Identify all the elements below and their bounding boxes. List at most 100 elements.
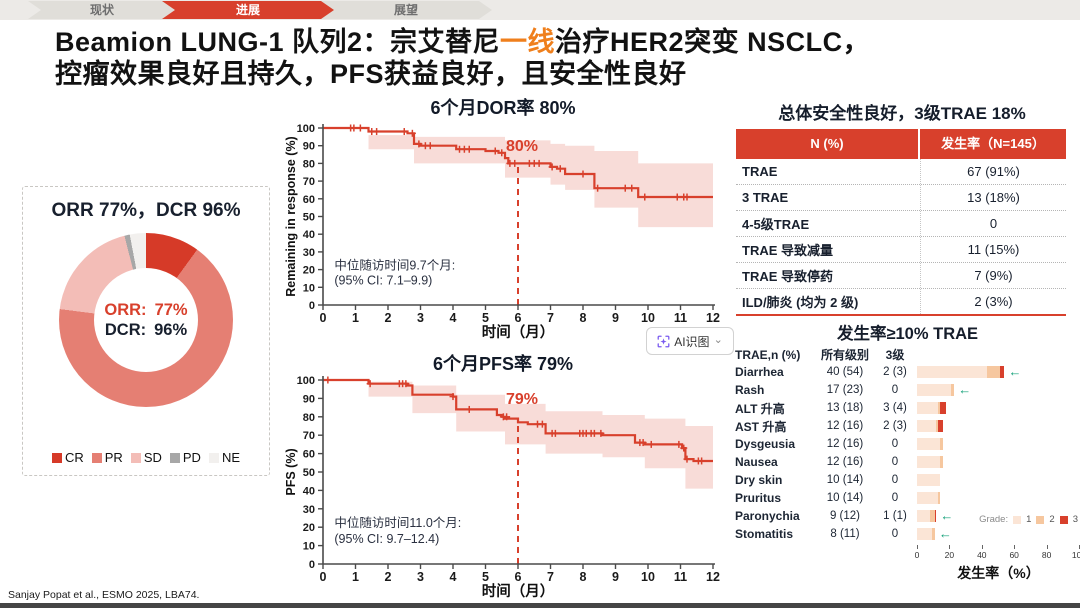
slide-title-line1: Beamion LUNG-1 队列2：宗艾替尼一线治疗HER2突变 NSCLC， xyxy=(55,26,870,58)
trae-allgrade-value: 40 (54) xyxy=(826,366,864,378)
svg-text:20: 20 xyxy=(303,522,315,534)
ai-recognize-button[interactable]: AI识图 ⌄ xyxy=(646,327,734,355)
svg-text:20: 20 xyxy=(303,265,315,277)
trae-name: ALT 升高 xyxy=(735,401,785,416)
svg-text:12: 12 xyxy=(706,570,720,584)
svg-text:9: 9 xyxy=(612,570,619,584)
safety-table-body: TRAE 67 (91%) 3 TRAE 13 (18%) 4-5级TRAE 0 TRAE … xyxy=(736,159,1066,314)
bar-segment-grade1 xyxy=(917,402,939,414)
svg-text:1: 1 xyxy=(352,311,359,325)
bar-segment-grade1 xyxy=(917,474,940,486)
trae-chart-title: 发生率≥10% TRAE xyxy=(836,325,979,343)
bar-segment-grade1 xyxy=(917,366,987,378)
svg-text:80: 80 xyxy=(303,412,315,424)
svg-text:4: 4 xyxy=(450,311,457,325)
grade-swatch xyxy=(1059,515,1068,524)
table-row: TRAE 导致减量 11 (15%) xyxy=(736,236,1066,262)
trae-name: Diarrhea xyxy=(735,365,784,379)
pfs-chart-title: 6个月PFS率 79% xyxy=(432,354,574,374)
orr-panel-title: ORR 77%，DCR 96% xyxy=(51,200,241,221)
bar-segment-grade2 xyxy=(939,438,943,450)
trae-name: Stomatitis xyxy=(735,527,794,541)
grade-legend: Grade: 1 2 3 xyxy=(979,514,1078,525)
table-row-value: 2 (3%) xyxy=(920,289,1066,314)
bar-segment-grade2 xyxy=(938,492,940,504)
svg-text:10: 10 xyxy=(303,541,315,553)
citation: Sanjay Popat et al., ESMO 2025, LBA74. xyxy=(8,589,200,601)
bar-segment-grade1 xyxy=(917,510,930,522)
table-row-value: 11 (15%) xyxy=(920,237,1066,262)
table-row-label: TRAE 导致停药 xyxy=(742,269,834,284)
safety-table-header: N (%) 发生率（N=145） xyxy=(736,129,1066,159)
bar-segment-grade2 xyxy=(929,510,935,522)
axis-tick xyxy=(1046,545,1048,549)
table-row: TRAE 导致停药 7 (9%) xyxy=(736,262,1066,288)
tab-outlook[interactable]: 展望 xyxy=(320,1,492,19)
legend-item-cr: CR xyxy=(51,450,84,465)
svg-text:11: 11 xyxy=(674,570,687,584)
trae-allgrade-value: 8 (11) xyxy=(830,528,860,540)
green-arrow-icon: ← xyxy=(938,526,952,541)
trae-row: ALT 升高 13 (18) 3 (4) xyxy=(735,399,1080,417)
table-row: 3 TRAE 13 (18%) xyxy=(736,184,1066,210)
trae-x-axis-label: 发生率（%） xyxy=(957,565,1040,581)
bar-segment-grade3 xyxy=(938,420,943,432)
svg-text:100: 100 xyxy=(297,123,315,135)
svg-text:(95% CI: 7.1–9.9): (95% CI: 7.1–9.9) xyxy=(334,274,432,288)
green-arrow-icon: ← xyxy=(1008,364,1022,379)
tab-progress[interactable]: 进展 xyxy=(162,1,334,19)
bar-segment-grade3 xyxy=(934,510,937,522)
axis-tick-label: 40 xyxy=(977,550,987,560)
bar-segment-grade2 xyxy=(938,402,940,414)
trae-row: Nausea 12 (16) 0 xyxy=(735,453,1080,471)
trae-bar: ← xyxy=(917,526,1080,541)
trae-grade3-value: 1 (1) xyxy=(883,510,907,522)
legend-swatch xyxy=(169,452,180,463)
svg-text:0: 0 xyxy=(309,559,315,571)
green-arrow-icon: ← xyxy=(958,382,972,397)
bar-segment-grade2 xyxy=(931,528,935,540)
tab-current-status[interactable]: 现状 xyxy=(28,1,176,19)
grade-number: 2 xyxy=(1049,514,1055,525)
svg-text:0: 0 xyxy=(309,300,315,312)
trae-row: Pruritus 10 (14) 0 xyxy=(735,489,1080,507)
svg-text:8: 8 xyxy=(580,570,587,584)
trae-header-allgrade: 所有级别 xyxy=(820,348,869,362)
table-row-label: 4-5级TRAE xyxy=(742,217,810,232)
bar-segment-grade1 xyxy=(917,456,940,468)
svg-text:80: 80 xyxy=(303,158,315,170)
legend-item-ne: NE xyxy=(208,450,240,465)
trae-bar xyxy=(917,474,1080,486)
trae-row: Stomatitis 8 (11) 0 ← xyxy=(735,525,1080,543)
dcr-center-value: DCR: 96% xyxy=(104,320,188,339)
trae-header-grade3: 3级 xyxy=(885,348,905,362)
svg-text:(95% CI: 9.7–12.4): (95% CI: 9.7–12.4) xyxy=(334,532,439,546)
trae-allgrade-value: 9 (12) xyxy=(829,510,861,522)
trae-grade3-value: 0 xyxy=(891,474,899,486)
trae-header-name: TRAE,n (%) xyxy=(735,347,801,362)
trae-grade3-value: 2 (3) xyxy=(883,420,907,432)
green-arrow-icon: ← xyxy=(940,508,954,523)
grade-legend-label: Grade: xyxy=(979,514,1009,525)
axis-tick xyxy=(981,545,983,549)
orr-center-value: ORR: 77% xyxy=(104,300,188,319)
trae-allgrade-value: 10 (14) xyxy=(826,474,864,486)
bar-segment-grade2 xyxy=(986,366,1000,378)
svg-text:7: 7 xyxy=(547,311,554,325)
trae-bar xyxy=(917,420,1080,432)
legend-label: PD xyxy=(182,450,201,465)
table-row: 4-5级TRAE 0 xyxy=(736,210,1066,236)
trae-name: Dry skin xyxy=(735,473,783,487)
svg-text:50: 50 xyxy=(303,212,315,224)
trae-bar: ← xyxy=(917,382,1080,397)
table-row-label: TRAE 导致减量 xyxy=(742,243,834,258)
trae-bar xyxy=(917,492,1080,504)
trae-name: Rash xyxy=(735,383,765,397)
svg-text:79%: 79% xyxy=(506,391,538,408)
bar-segment-grade2 xyxy=(951,384,955,396)
trae-row: Rash 17 (23) 0 ← xyxy=(735,381,1080,399)
safety-table-header-npct: N (%) xyxy=(736,129,918,159)
